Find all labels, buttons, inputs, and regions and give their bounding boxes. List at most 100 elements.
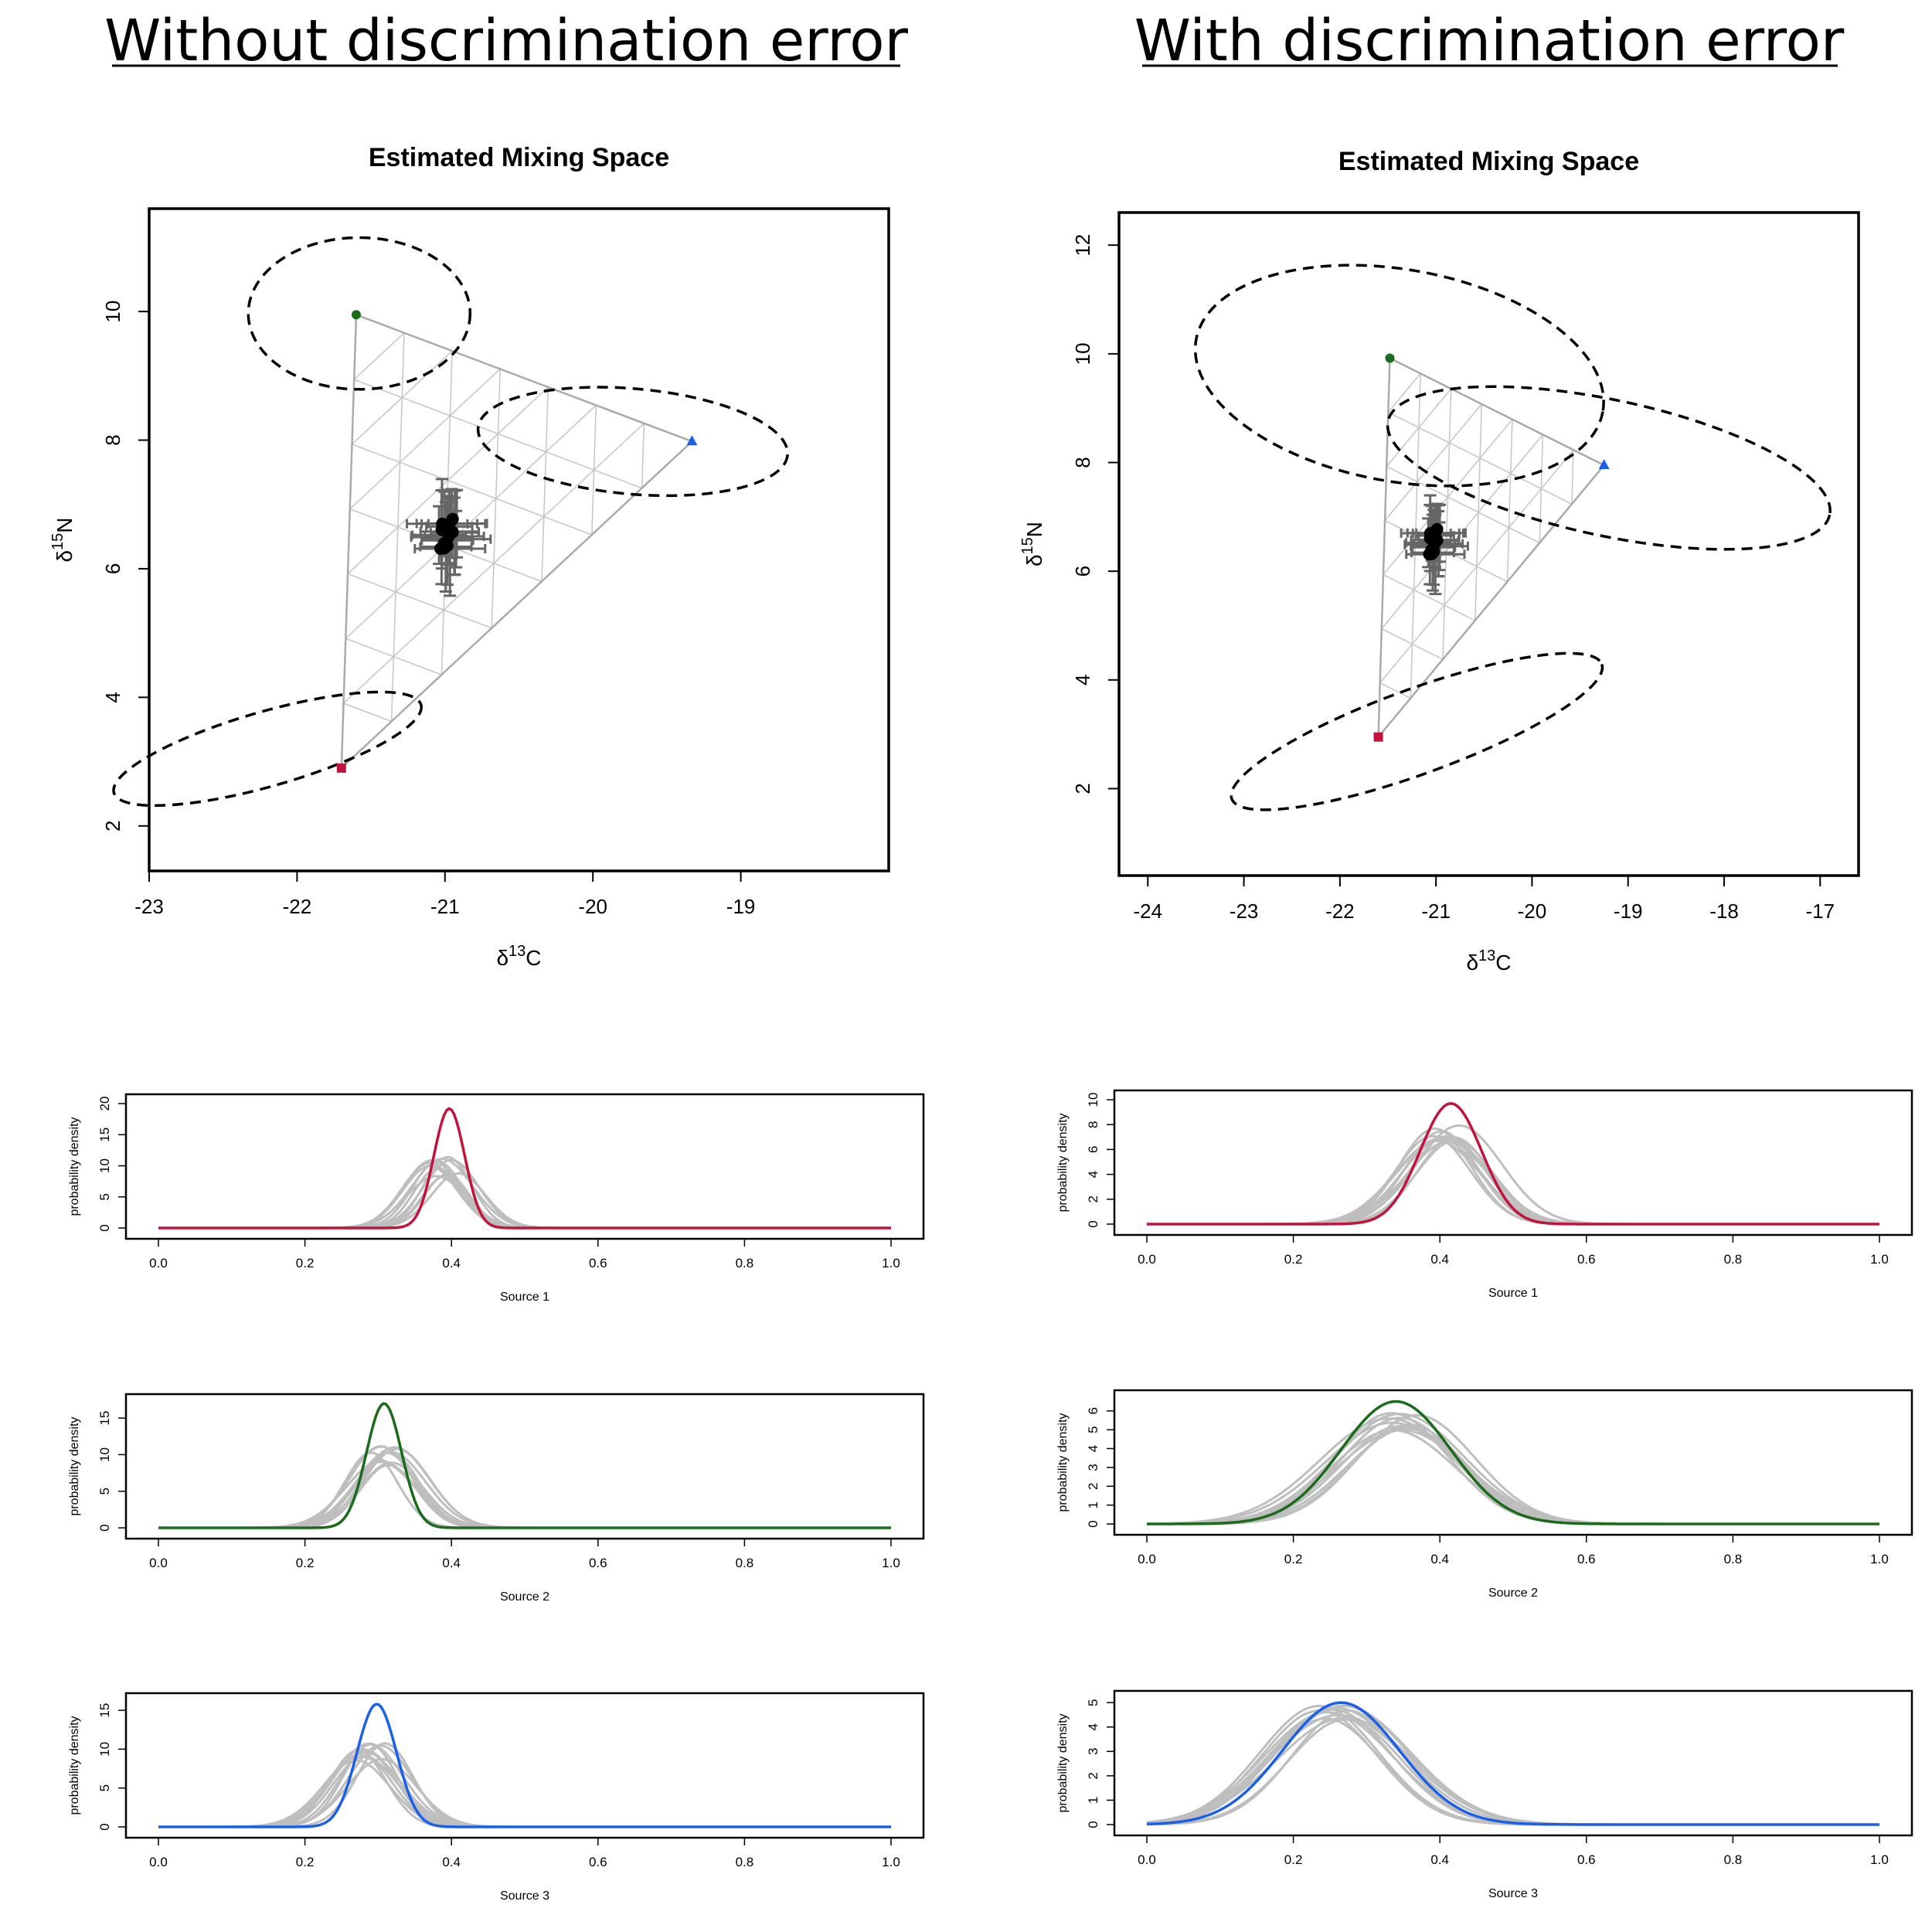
mixing-grid-line [352,444,593,536]
chart-panels: Estimated Mixing Space -23 -22 -21 -20 -19 2 4 6… [49,143,1913,1903]
y-tick-label: 6 [1086,1146,1100,1153]
plot-frame [124,1692,925,1839]
mixing-grid-line [1383,573,1476,621]
x-tick-label: 0.4 [1430,1552,1449,1566]
source-ellipse [476,386,789,498]
x-tick-label: -22 [1325,900,1355,923]
y-tick-label: 15 [97,1411,112,1426]
x-tick-label: 1.0 [1870,1552,1889,1566]
y-axis-label: δ15N [1019,522,1046,566]
y-tick-label: 0 [97,1224,112,1231]
y-tick-label: 10 [1086,1093,1100,1107]
x-tick-label: -21 [430,895,460,918]
y-tick-label: 6 [101,563,124,574]
y-tick-label: 5 [1086,1699,1100,1706]
mixing-grid-line [1384,403,1482,522]
x-tick-label: 0.6 [1577,1852,1596,1867]
plot-frame [148,207,890,872]
y-axis-label: probability density [1056,1713,1070,1812]
x-tick-label: 0.0 [149,1855,168,1869]
x-tick-label: 1.0 [882,1556,900,1570]
source-ellipse [1386,385,1832,551]
mixing-grid-line [641,423,645,488]
mixing-grid-line [345,404,597,639]
y-axis-label: probability density [68,1117,81,1216]
simulated-density-curve [158,1158,891,1230]
x-tick-label: 0.6 [589,1556,607,1570]
y-tick-label: 2 [1086,1482,1100,1489]
right-mixing-chart: Estimated Mixing Space -24 -23 -22 -21 -20 -19… [1019,147,1860,975]
left-source2-chart: 0.0 0.2 0.4 0.6 0.8 1.0 0 5 10 15 Source 2 probabil… [68,1393,925,1604]
simulated-density-curve [158,1158,891,1230]
x-tick-label: 0.2 [296,1855,315,1869]
x-tick-label: 0.2 [296,1256,315,1270]
y-tick-label: 5 [97,1488,112,1495]
y-tick-label: 4 [1086,1723,1100,1730]
x-axis-label: Source 1 [500,1291,549,1304]
mixing-grid-line [1539,434,1544,543]
y-tick-label: 4 [1086,1171,1100,1178]
x-tick-label: 0.8 [1724,1852,1743,1867]
simulated-density-curve [158,1172,891,1230]
plot-frame [1113,1689,1913,1837]
y-tick-label: 20 [97,1097,112,1111]
source-ellipse [1193,264,1605,488]
y-tick-label: 6 [1071,566,1094,577]
source-marker-circle [351,310,361,320]
simulated-density-curve [158,1166,891,1230]
mixing-grid-line [1379,682,1411,699]
x-tick-label: -23 [134,895,164,918]
simulated-density-curve [158,1744,891,1828]
source-marker-triangle [1598,459,1610,470]
plot-frame [1117,211,1860,877]
x-tick-label: 0.6 [1577,1252,1596,1267]
source-marker-square [336,763,346,773]
simulated-density-curve [158,1162,891,1230]
x-tick-label: 0.6 [1577,1552,1596,1566]
simulated-density-curve [1147,1424,1879,1526]
left-column-title: Without discrimination error [104,8,908,74]
y-tick-label: 10 [101,301,124,323]
posterior-density-curve [158,1702,891,1828]
y-tick-label: 5 [97,1193,112,1200]
mixing-polygon [1377,356,1606,740]
y-tick-label: 4 [1086,1445,1100,1452]
simulated-density-curve [158,1444,891,1529]
simulated-density-curve [158,1459,891,1529]
x-axis-label: δ13C [496,943,541,970]
consumer-point [1423,547,1437,560]
x-tick-label: -17 [1805,900,1835,923]
simulated-density-curve [158,1743,891,1828]
x-tick-label: 0.6 [589,1855,607,1869]
x-axis-label: Source 3 [500,1889,549,1903]
consumer-point [443,517,456,530]
mixing-grid-line [1506,419,1513,582]
posterior-density-curve [1147,1701,1879,1826]
simulated-density-curve [1146,1706,1879,1826]
x-tick-label: 0.6 [589,1256,607,1270]
y-tick-label: 2 [101,821,124,832]
x-tick-label: 0.2 [1284,1852,1303,1867]
y-axis-label: probability density [68,1716,81,1815]
y-tick-label: 0 [1086,1520,1100,1527]
mixing-grid-line [347,573,492,629]
y-tick-label: 4 [101,692,124,702]
x-tick-label: -18 [1709,900,1739,923]
simulated-density-curve [158,1165,891,1230]
x-tick-label: 0.8 [736,1256,754,1270]
simulated-density-curve [158,1173,891,1230]
mixing-grid-line [345,638,442,675]
y-tick-label: 10 [1071,342,1094,365]
y-tick-label: 5 [1086,1426,1100,1433]
simulated-density-curve [158,1451,891,1529]
plot-frame [1113,1389,1913,1536]
x-tick-label: -22 [283,895,312,918]
y-tick-label: 3 [1086,1464,1100,1471]
mixing-grid-line [1387,372,1421,413]
left-source3-chart: 0.0 0.2 0.4 0.6 0.8 1.0 0 5 10 15 Source 3 probabil… [68,1692,925,1903]
x-tick-label: 0.0 [1138,1252,1156,1267]
x-tick-label: 0.8 [736,1556,754,1570]
y-axis-label: probability density [1056,1413,1070,1512]
x-tick-label: 1.0 [882,1256,900,1270]
x-tick-label: -19 [1614,900,1643,923]
